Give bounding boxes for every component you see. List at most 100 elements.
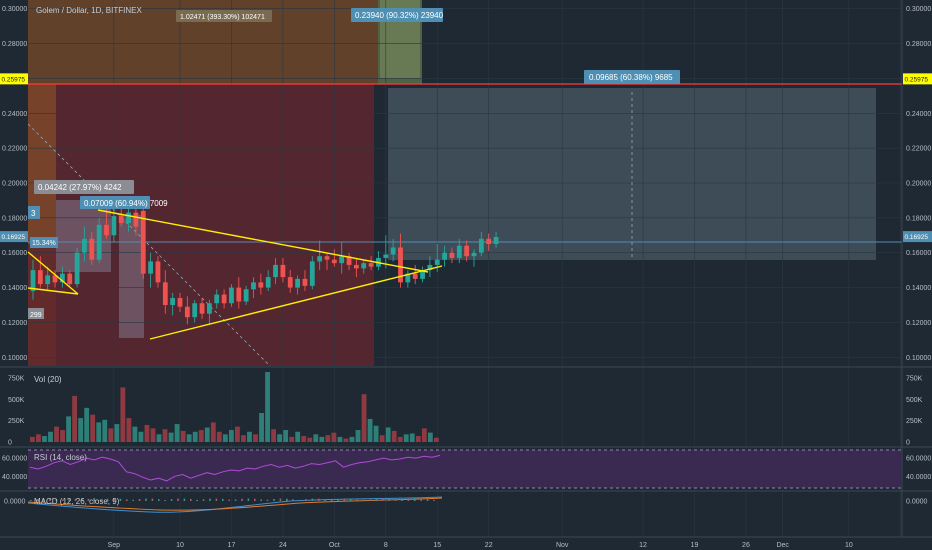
candle-body [162, 282, 168, 305]
macd-hist-bar [305, 499, 307, 501]
macd-hist-bar [266, 499, 269, 501]
volume-tick-right: 250K [906, 418, 923, 425]
price-tick-right: 0.10000 [906, 355, 931, 362]
candle-body [456, 245, 462, 258]
volume-bar [319, 436, 325, 442]
volume-bar [403, 434, 409, 442]
macd-hist-bar [350, 498, 352, 501]
price-tick-left: 0.22000 [2, 146, 27, 153]
candle-body [339, 256, 345, 264]
macd-hist-bar [420, 498, 422, 501]
time-tick: 22 [485, 542, 493, 549]
volume-bar [102, 419, 108, 442]
time-tick: 10 [845, 542, 853, 549]
time-tick: 8 [384, 542, 388, 549]
candle-body [273, 264, 278, 278]
volume-bar [36, 434, 41, 442]
candle-body [309, 261, 315, 286]
range-label-5-text: 0.07009 (60.94%) 7009 [84, 199, 168, 208]
candle-body [184, 306, 190, 318]
macd-hist-bar [375, 498, 378, 501]
price-tick-left: 0.10000 [2, 355, 27, 362]
left-tag-2: 15.34% [32, 240, 56, 247]
candle-body [82, 238, 87, 253]
candle-body [192, 303, 198, 318]
macd-hist-bar [202, 499, 205, 501]
macd-hist-bar [318, 498, 320, 501]
macd-hist-bar [324, 499, 326, 501]
price-tick-right: 0.30000 [906, 6, 931, 13]
price-highlight-box [903, 231, 932, 243]
volume-bar [126, 418, 132, 442]
macd-hist-bar [36, 499, 38, 501]
macd-hist-bar [254, 498, 256, 501]
candle-body [434, 259, 440, 265]
candle-body [52, 275, 58, 283]
candle-body [405, 273, 411, 283]
volume-bar [289, 436, 295, 442]
volume-bar [325, 435, 331, 442]
candle-body [229, 287, 234, 304]
time-tick: 17 [228, 542, 236, 549]
volume-bar [241, 435, 246, 442]
volume-bar [72, 395, 78, 442]
candle-body [251, 282, 256, 290]
candle-body [243, 289, 249, 302]
rsi-pane [28, 449, 902, 489]
volume-bar [385, 427, 391, 442]
volume-bar [90, 414, 96, 442]
volume-bar [235, 426, 240, 442]
volume-bar [247, 431, 252, 442]
volume-bar [397, 436, 403, 442]
candle-body [449, 252, 455, 258]
macd-hist-bar [49, 498, 51, 501]
triangle-upper-line [97, 209, 429, 273]
price-tick-right: 0.28000 [906, 41, 931, 48]
volume-bar [355, 430, 361, 442]
range-label-2: 0.23940 (90.32%) 23940 [351, 8, 444, 22]
macd-hist-bar [407, 498, 410, 501]
orange-zone-left [28, 84, 56, 244]
macd-hist-bar [42, 498, 45, 501]
volume-bar [343, 438, 349, 442]
volume-bar [144, 424, 150, 442]
volume-bar [156, 434, 162, 442]
range-label-3: 0.09685 (60.38%) 9685 [584, 70, 680, 84]
time-tick: Dec [776, 542, 789, 549]
price-highlight-box [903, 73, 932, 85]
macd-hist-bar [87, 498, 90, 501]
volume-bar [180, 430, 186, 442]
macd-hist-bar [298, 499, 301, 501]
red-zone [56, 84, 374, 366]
candle-body [412, 273, 418, 279]
price-tick-left: 0.24000 [2, 111, 27, 118]
left-tag-1: 3 [31, 209, 36, 218]
macd-hist-bar [62, 499, 64, 501]
time-tick: 12 [639, 542, 647, 549]
macd-hist-bar [286, 498, 288, 501]
macd-hist-bar [433, 499, 435, 501]
range-label-1-text: 1.02471 (393.30%) 102471 [180, 14, 265, 21]
volume-bar [259, 412, 264, 442]
rsi-band [28, 450, 902, 488]
volume-bar [253, 434, 258, 442]
volume-bar [60, 430, 65, 442]
macd-hist-bar [113, 498, 115, 501]
candle-body [383, 254, 389, 258]
volume-bar [307, 437, 313, 442]
volume-bar [216, 431, 222, 442]
macd-hist-bar [209, 498, 211, 501]
price-highlight-labels: 0.25975 0.25975 0.16925 0.16925 [0, 73, 932, 243]
candle-body [361, 263, 367, 269]
candle-body [104, 224, 109, 236]
macd-hist-bar [292, 499, 294, 501]
macd-hist-bar [273, 498, 275, 501]
time-tick: Sep [108, 542, 121, 549]
macd-hist-bar [145, 498, 147, 501]
macd-hist-bar [215, 498, 218, 501]
price-tick-left: 0.16000 [2, 250, 27, 257]
macd-hist-bar [164, 499, 166, 501]
macd-hist-bar [222, 498, 224, 501]
macd-hist-bar [138, 498, 141, 501]
